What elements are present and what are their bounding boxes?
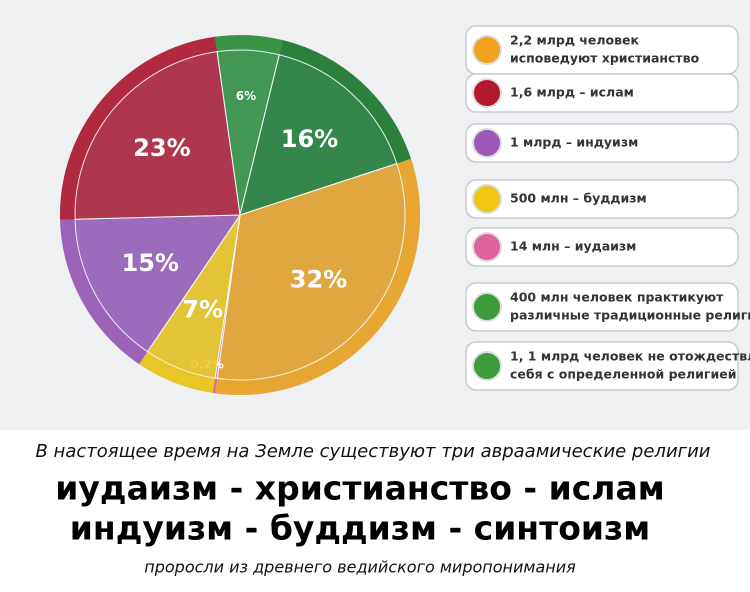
legend: 2,2 млрд человек исповедуют христианство 1… [465,25,750,391]
pie: 6%16%32%0,2%7%15%23% [60,34,421,395]
legend-text: 1,6 млрд – ислам [510,85,634,100]
legend-text: 14 млн – иудаизм [510,239,636,254]
caption: иудаизм - христианство - ислам [55,469,664,508]
legend-icon [472,35,502,65]
legend-icon [472,232,502,262]
legend-icon [472,78,502,108]
legend-text: 2,2 млрд человек [510,33,639,48]
slice-label: 16% [281,125,338,153]
legend-text: 400 млн человек практикуют [510,290,724,305]
pie-slice [239,54,398,216]
legend-icon [472,184,502,214]
legend-text: себя с определенной религией [510,367,736,382]
pie-ring [60,219,148,365]
legend-text: различные традиционные религии [510,308,750,323]
caption: проросли из древнего ведийского миропони… [144,558,576,577]
legend-text: исповедуют христианство [510,51,700,66]
caption: В настоящее время на Земле существуют тр… [35,441,710,462]
slice-label: 23% [133,134,190,162]
legend-box [465,282,739,332]
legend-text: 1, 1 млрд человек не отождествляют [510,349,750,364]
pie-ring [215,158,421,395]
legend-text: 500 млн – буддизм [510,191,647,206]
pie-slice [74,51,241,220]
pie-slice [74,214,241,353]
slice-label: 15% [122,249,179,277]
legend-icon [472,292,502,322]
caption-area [0,430,750,588]
pie-slice [216,162,406,381]
legend-box [465,73,739,113]
legend-box [465,179,739,219]
legend-text: 1 млрд – индуизм [510,135,638,150]
legend-icon [472,128,502,158]
pie-ring [60,36,218,220]
pie-ring [139,351,216,393]
slice-label: 6% [236,89,256,103]
legend-box [465,123,739,163]
pie-ring [212,378,218,394]
caption: индуизм - буддизм - синтоизм [70,509,650,548]
pie-ring [279,40,412,164]
slice-label: 32% [290,266,347,294]
legend-box [465,227,739,267]
legend-icon [472,351,502,381]
legend-box [465,341,739,391]
slice-label: 7% [182,295,223,323]
